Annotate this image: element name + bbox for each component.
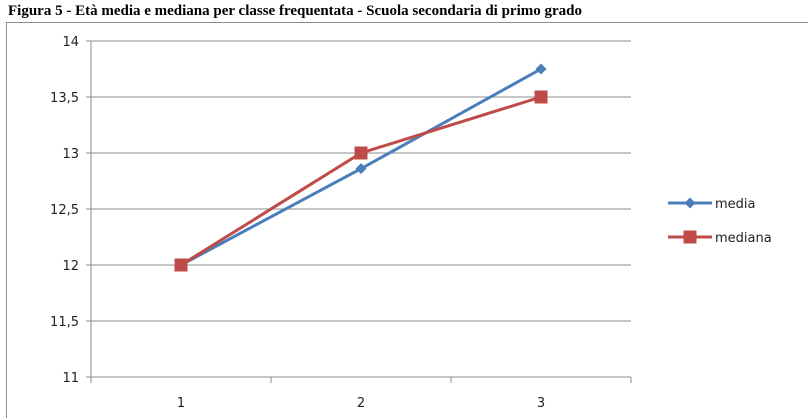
data-point-mediana xyxy=(175,259,188,272)
y-axis-tick-labels: 11 11,5 12 12,5 13 13,5 14 xyxy=(50,35,79,386)
y-tick-label: 13,5 xyxy=(50,91,79,106)
x-axis-tick-labels: 1 2 3 xyxy=(177,396,545,411)
axes xyxy=(86,41,631,383)
legend: media mediana xyxy=(668,197,772,246)
legend-label-mediana: mediana xyxy=(715,231,772,246)
data-point-media xyxy=(536,64,547,75)
series-line-mediana xyxy=(181,97,541,265)
data-point-mediana xyxy=(535,91,548,104)
y-tick-label: 12 xyxy=(62,259,79,274)
series-group xyxy=(175,64,548,272)
y-tick-label: 11,5 xyxy=(50,315,79,330)
y-tick-label: 11 xyxy=(62,371,79,386)
y-tick-label: 14 xyxy=(62,35,79,50)
y-tick-label: 13 xyxy=(62,147,79,162)
gridlines xyxy=(91,41,631,321)
x-tick-label: 2 xyxy=(357,396,365,411)
data-point-mediana xyxy=(355,147,368,160)
legend-marker-mediana xyxy=(684,231,697,244)
y-tick-label: 12,5 xyxy=(50,203,79,218)
legend-label-media: media xyxy=(715,197,756,212)
legend-marker-media xyxy=(685,198,696,209)
x-tick-label: 1 xyxy=(177,396,185,411)
x-tick-label: 3 xyxy=(537,396,545,411)
data-point-media xyxy=(356,163,367,174)
